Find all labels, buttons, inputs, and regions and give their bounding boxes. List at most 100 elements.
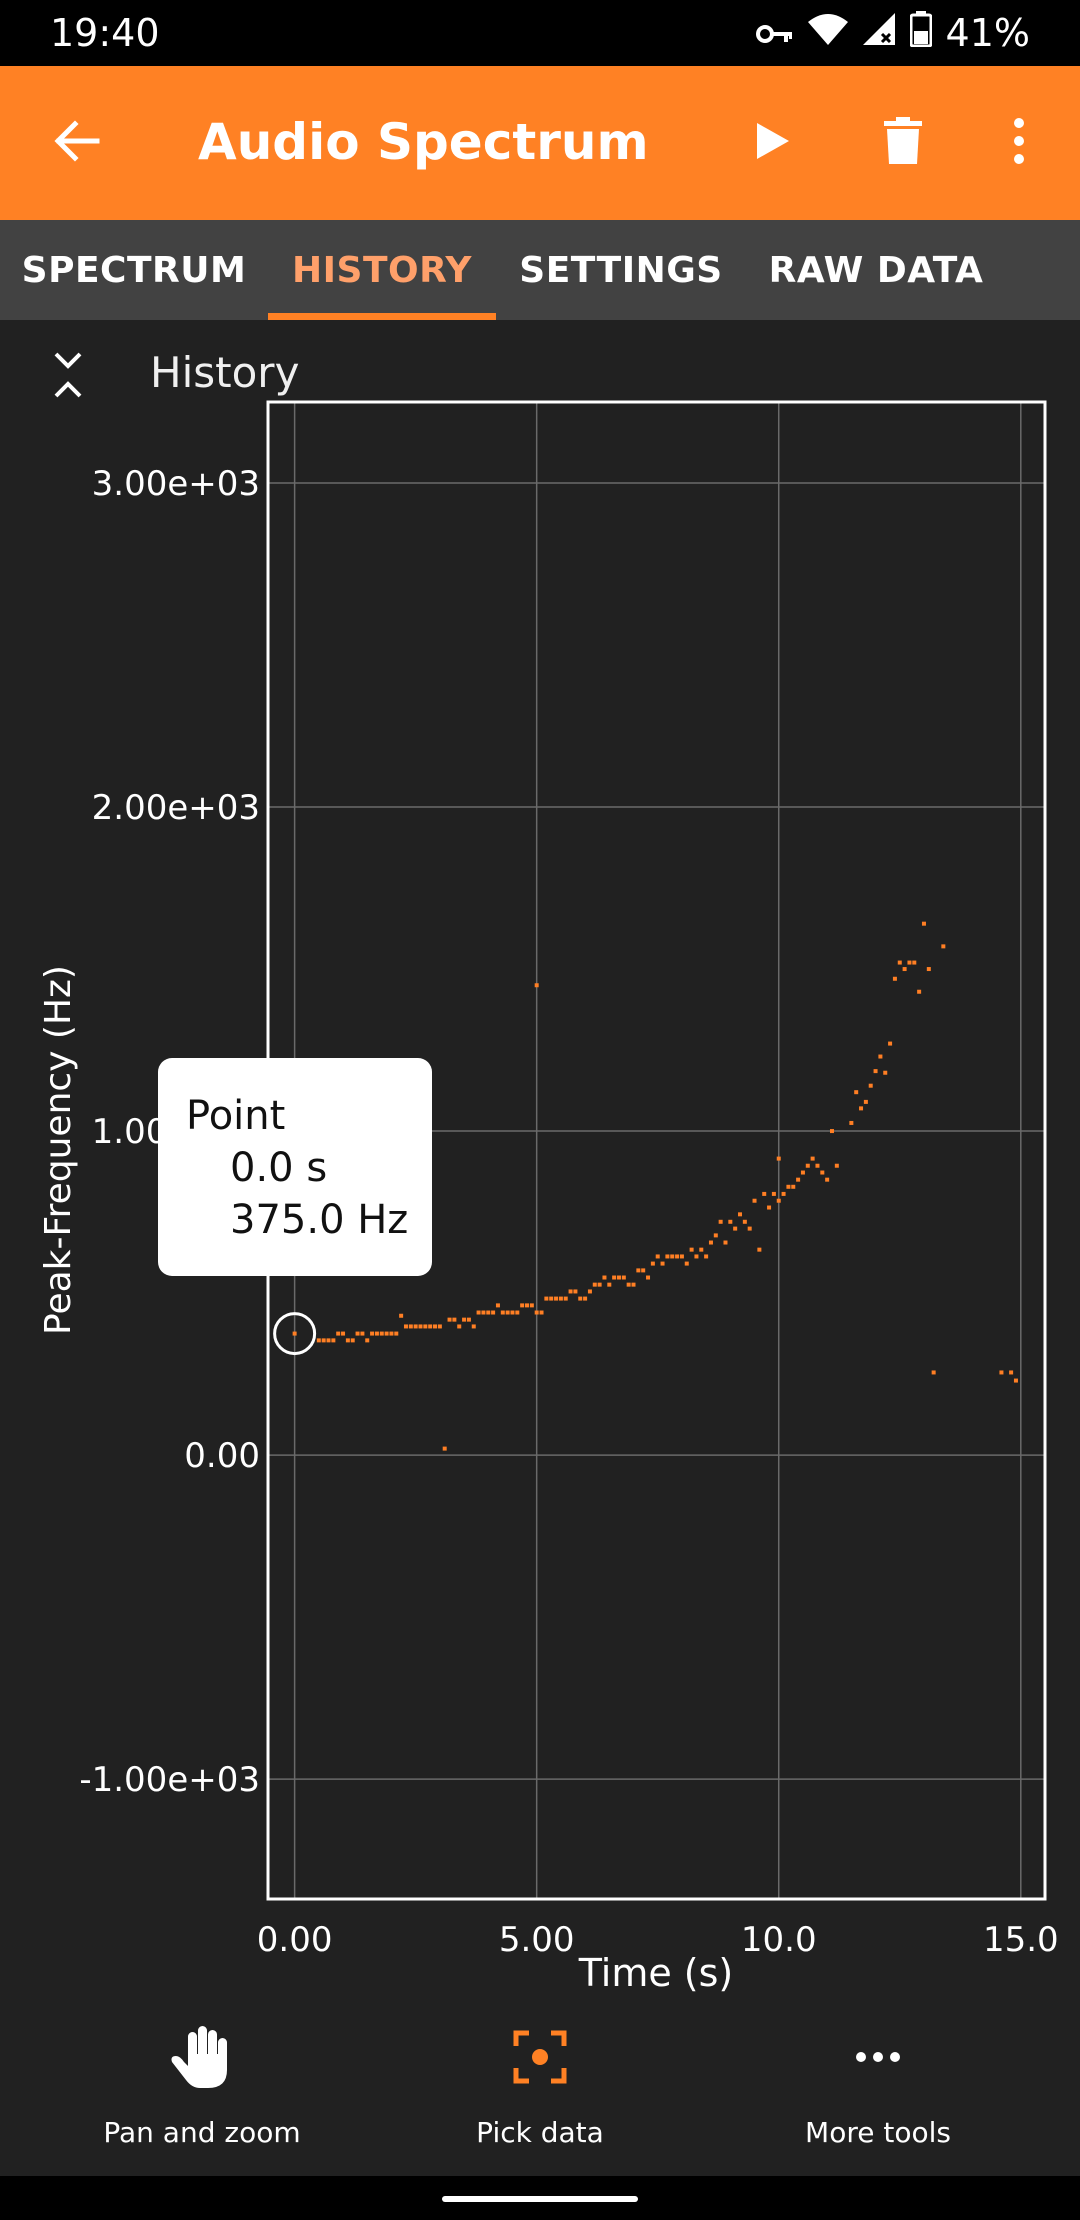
more-vert-icon — [1013, 117, 1025, 169]
data-point — [481, 1310, 486, 1315]
data-point — [684, 1261, 689, 1266]
data-point — [660, 1261, 665, 1266]
data-point — [399, 1313, 404, 1318]
selected-point-marker — [273, 1312, 317, 1356]
x-tick-label: 5.00 — [499, 1920, 575, 1960]
data-point — [926, 967, 931, 972]
status-bar: 19:40 41% — [0, 0, 1080, 66]
data-point — [292, 1331, 297, 1336]
data-point — [370, 1331, 375, 1336]
data-point — [815, 1163, 820, 1168]
data-point — [466, 1317, 471, 1322]
data-point — [616, 1275, 621, 1280]
data-point — [733, 1226, 738, 1231]
data-point — [365, 1338, 370, 1343]
data-point — [336, 1331, 341, 1336]
tab-settings[interactable]: SETTINGS — [519, 249, 723, 291]
pan-zoom-tool[interactable]: Pan and zoom — [52, 2022, 352, 2162]
data-point — [500, 1310, 505, 1315]
pick-data-tool[interactable]: Pick data — [390, 2022, 690, 2162]
data-point — [442, 1446, 447, 1451]
data-point — [491, 1310, 496, 1315]
data-point — [670, 1254, 675, 1259]
data-point — [757, 1247, 762, 1252]
pick-data-label: Pick data — [476, 2116, 604, 2149]
data-point — [941, 944, 946, 949]
data-point — [636, 1268, 641, 1273]
data-point — [428, 1324, 433, 1329]
collapse-icon[interactable] — [48, 348, 88, 402]
data-point — [762, 1191, 767, 1196]
data-point — [573, 1289, 578, 1294]
back-button[interactable] — [42, 108, 112, 178]
wifi-icon — [807, 11, 848, 55]
data-point — [888, 1041, 893, 1046]
data-point — [723, 1240, 728, 1245]
data-point — [418, 1324, 423, 1329]
vpn-key-icon — [755, 11, 794, 55]
data-point — [825, 1177, 830, 1182]
data-point — [476, 1310, 481, 1315]
data-point — [525, 1303, 529, 1308]
data-point — [534, 983, 539, 988]
data-point — [554, 1296, 559, 1301]
data-point — [912, 960, 917, 965]
more-tools-label: More tools — [805, 2116, 951, 2149]
x-tick-label: 10.0 — [741, 1920, 817, 1960]
data-point — [892, 976, 897, 981]
data-point — [1013, 1378, 1018, 1383]
data-point — [791, 1184, 796, 1189]
data-point — [462, 1317, 467, 1322]
data-point — [495, 1303, 500, 1308]
data-point — [607, 1282, 612, 1287]
data-point — [796, 1177, 801, 1182]
tab-bar: SPECTRUM HISTORY SETTINGS RAW DATA — [0, 220, 1080, 320]
data-point — [379, 1331, 384, 1336]
data-point — [873, 1069, 878, 1074]
data-point — [781, 1191, 786, 1196]
data-point — [650, 1261, 655, 1266]
play-button[interactable] — [738, 108, 808, 178]
home-handle[interactable] — [442, 2196, 638, 2202]
system-nav-bar — [0, 2176, 1080, 2220]
overflow-menu-button[interactable] — [984, 108, 1054, 178]
tab-raw-data[interactable]: RAW DATA — [768, 249, 984, 291]
x-tick-label: 0.00 — [257, 1920, 333, 1960]
data-point — [742, 1219, 747, 1224]
data-point — [529, 1303, 534, 1308]
data-point — [355, 1331, 360, 1336]
data-point — [544, 1296, 549, 1301]
more-tools-button[interactable]: More tools — [728, 2022, 1028, 2162]
data-point — [689, 1247, 694, 1252]
data-point — [360, 1331, 365, 1336]
data-point — [902, 967, 907, 972]
data-point — [704, 1254, 709, 1259]
data-point — [563, 1296, 568, 1301]
battery-percent: 41% — [945, 11, 1030, 55]
data-point — [863, 1099, 868, 1104]
data-point — [505, 1310, 510, 1315]
data-point — [786, 1184, 791, 1189]
data-point — [829, 1129, 834, 1134]
data-point — [374, 1331, 379, 1336]
data-point — [646, 1275, 651, 1280]
section-title: History — [150, 348, 300, 397]
pan-zoom-label: Pan and zoom — [103, 2116, 301, 2149]
play-icon — [755, 121, 791, 165]
data-point — [631, 1282, 636, 1287]
data-point — [999, 1370, 1004, 1375]
data-point — [931, 1370, 936, 1375]
tab-history[interactable]: HISTORY — [292, 249, 472, 291]
delete-button[interactable] — [868, 108, 938, 178]
data-point — [679, 1254, 684, 1259]
data-point — [408, 1324, 413, 1329]
tab-spectrum[interactable]: SPECTRUM — [21, 249, 247, 291]
data-point — [665, 1254, 670, 1259]
point-tooltip: Point 0.0 s 375.0 Hz — [158, 1058, 432, 1276]
data-point — [457, 1324, 462, 1329]
data-point — [728, 1219, 733, 1224]
tooltip-title: Point — [186, 1093, 286, 1139]
data-point — [510, 1310, 515, 1315]
data-point — [626, 1282, 631, 1287]
data-point — [403, 1324, 408, 1329]
